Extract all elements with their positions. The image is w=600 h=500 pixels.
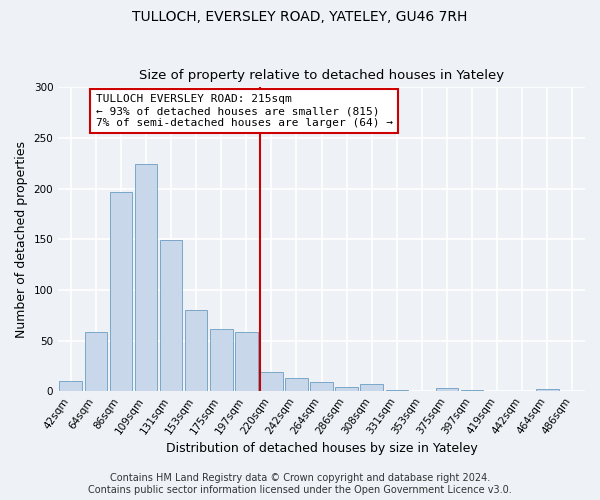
- Bar: [59, 381, 82, 392]
- Text: TULLOCH, EVERSLEY ROAD, YATELEY, GU46 7RH: TULLOCH, EVERSLEY ROAD, YATELEY, GU46 7R…: [133, 10, 467, 24]
- Text: Contains HM Land Registry data © Crown copyright and database right 2024.
Contai: Contains HM Land Registry data © Crown c…: [88, 474, 512, 495]
- Bar: [285, 378, 308, 392]
- Bar: [361, 384, 383, 392]
- Y-axis label: Number of detached properties: Number of detached properties: [15, 141, 28, 338]
- Bar: [235, 332, 257, 392]
- X-axis label: Distribution of detached houses by size in Yateley: Distribution of detached houses by size …: [166, 442, 478, 455]
- Text: TULLOCH EVERSLEY ROAD: 215sqm
← 93% of detached houses are smaller (815)
7% of s: TULLOCH EVERSLEY ROAD: 215sqm ← 93% of d…: [96, 94, 393, 128]
- Bar: [386, 390, 408, 392]
- Bar: [461, 390, 484, 392]
- Bar: [310, 382, 333, 392]
- Bar: [210, 328, 233, 392]
- Bar: [110, 192, 132, 392]
- Bar: [436, 388, 458, 392]
- Bar: [260, 372, 283, 392]
- Title: Size of property relative to detached houses in Yateley: Size of property relative to detached ho…: [139, 69, 504, 82]
- Bar: [134, 164, 157, 392]
- Bar: [536, 390, 559, 392]
- Bar: [160, 240, 182, 392]
- Bar: [185, 310, 208, 392]
- Bar: [335, 388, 358, 392]
- Bar: [85, 332, 107, 392]
